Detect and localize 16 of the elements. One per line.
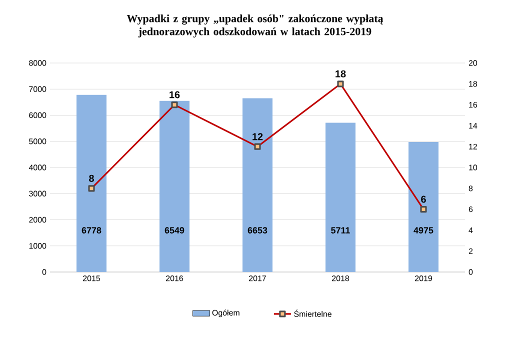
bar (160, 100, 190, 272)
data-label: 16 (170, 91, 180, 98)
data-label: 18 (336, 70, 346, 78)
data-label: 5711 (331, 227, 350, 234)
data-label: 6549 (164, 227, 184, 234)
bar (326, 122, 356, 272)
data-label: 8 (89, 174, 94, 182)
data-label: 6 (421, 196, 426, 203)
bar (76, 94, 106, 272)
chart-title: Wypadki z grupy „upadek osób" zakończone wypłatą jednorazowych odszkodowań w latach 2015-2019 (126, 14, 384, 38)
bar (408, 142, 438, 272)
bar (242, 98, 272, 272)
data-label: 6778 (82, 227, 102, 234)
data-label: 12 (252, 133, 263, 140)
data-label: 4975 (414, 227, 434, 234)
data-label: 6653 (248, 227, 268, 234)
